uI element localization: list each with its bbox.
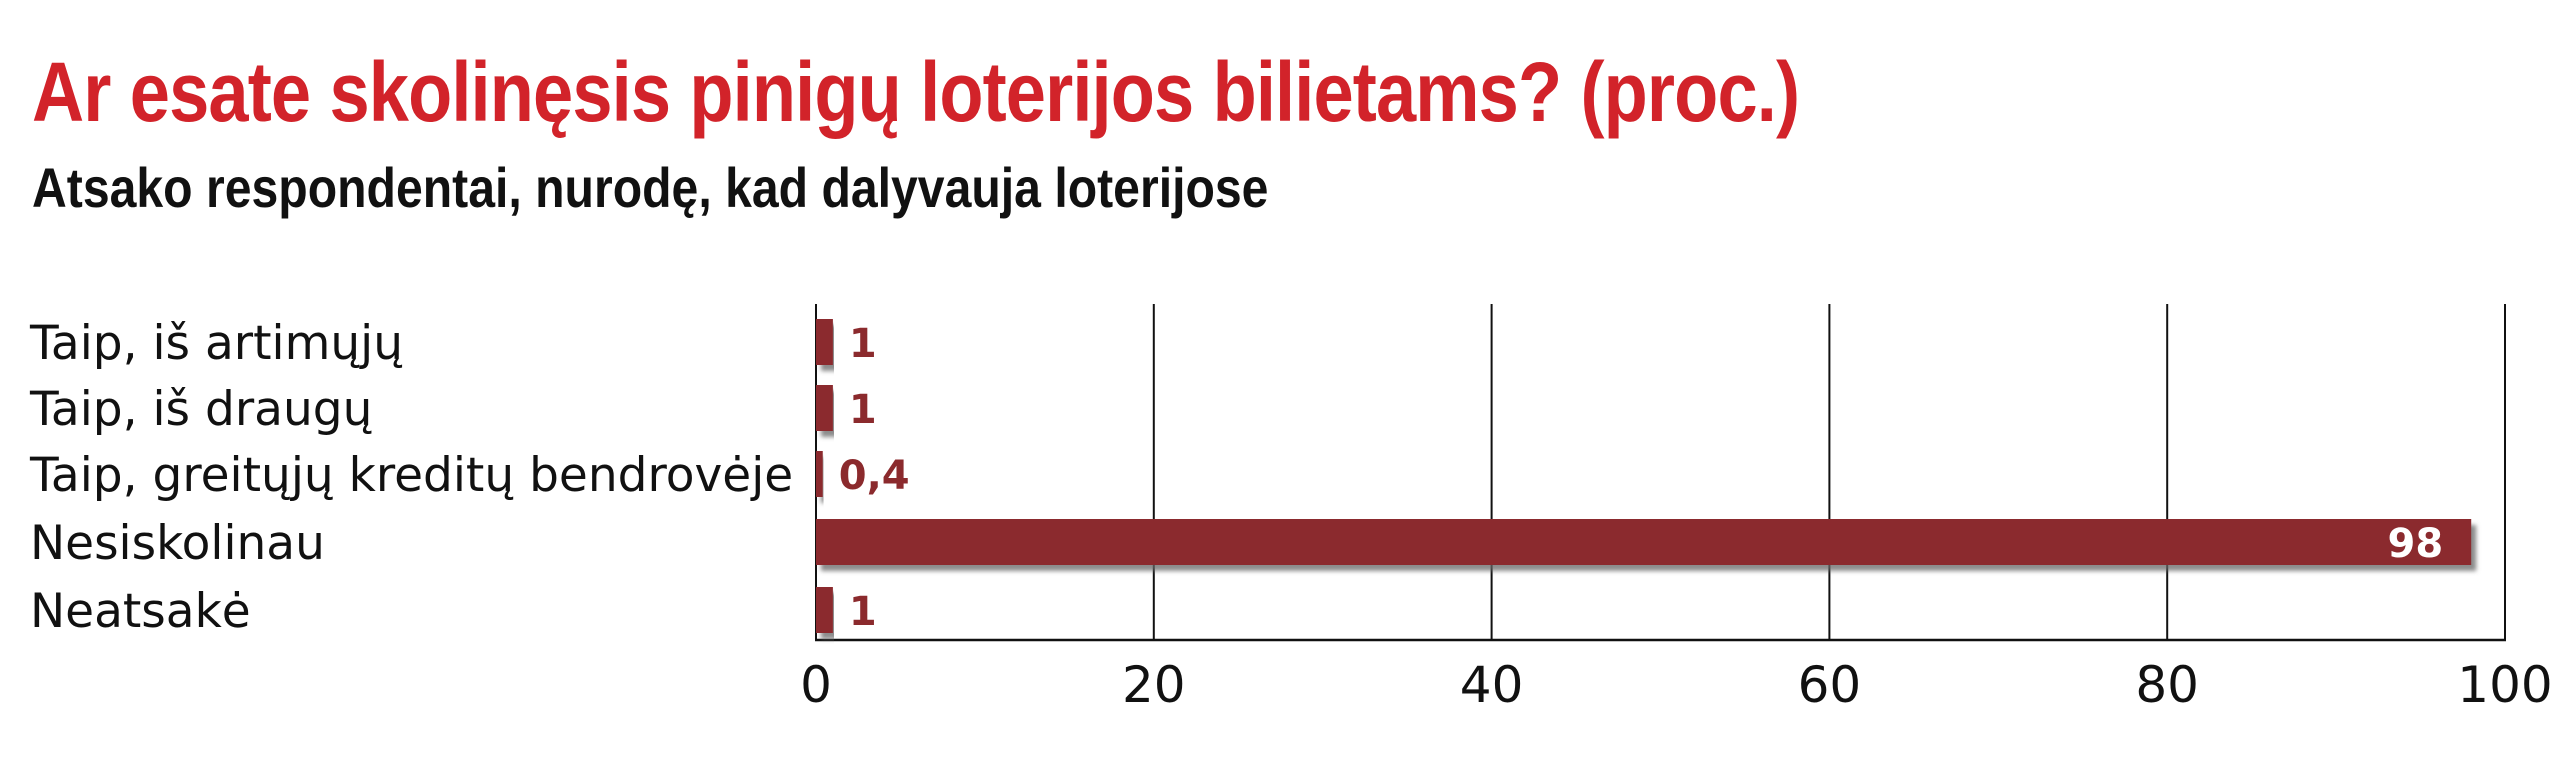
x-tick-label: 40 [1460, 656, 1524, 714]
bar [816, 451, 823, 497]
bar [816, 319, 833, 365]
value-label: 1 [849, 321, 877, 367]
category-labels: Taip, iš artimųjų Taip, iš draugų Taip, gr… [29, 316, 793, 639]
bar [816, 385, 833, 431]
category-label: Neatsakė [30, 584, 251, 639]
bars [816, 319, 2472, 633]
value-label: 1 [849, 589, 877, 635]
grid [815, 304, 2506, 642]
x-tick-label: 80 [2135, 656, 2199, 714]
x-tick-label: 60 [1798, 656, 1862, 714]
bar [816, 519, 2472, 565]
value-label: 98 [2388, 521, 2444, 567]
category-label: Nesiskolinau [30, 516, 325, 571]
value-labels: 1 1 0,4 98 1 [839, 321, 2443, 635]
value-label: 0,4 [839, 453, 910, 499]
x-axis-ticks: 0 20 40 60 80 100 [800, 656, 2553, 714]
x-tick-label: 20 [1122, 656, 1186, 714]
category-label: Taip, greitųjų kreditų bendrovėje [29, 448, 793, 503]
bar [816, 587, 833, 633]
category-label: Taip, iš artimųjų [29, 316, 403, 371]
category-label: Taip, iš draugų [29, 382, 372, 437]
x-tick-label: 0 [800, 656, 832, 714]
value-label: 1 [849, 387, 877, 433]
chart-subtitle: Atsako respondentai, nurodę, kad dalyvau… [32, 156, 1269, 219]
x-tick-label: 100 [2457, 656, 2552, 714]
chart-title: Ar esate skolinęsis pinigų loterijos bil… [32, 45, 1800, 139]
